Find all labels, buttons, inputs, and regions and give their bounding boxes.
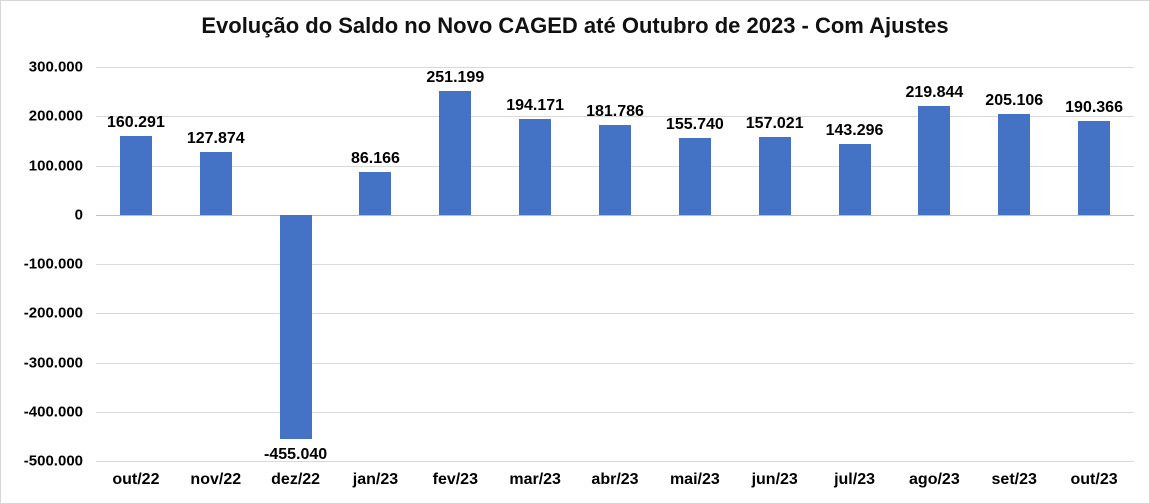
bar-ago/23 [918,106,951,215]
y-tick-label: 300.000 [28,58,83,76]
bar-dez/22 [279,214,312,439]
data-label: 160.291 [107,113,165,131]
bar-mar/23 [519,119,552,215]
y-tick-label: -500.000 [23,452,83,470]
bar-abr/23 [599,125,631,215]
bar-jul/23 [838,144,871,215]
data-label: 251.199 [426,69,485,87]
y-tick-label: 100.000 [28,157,83,174]
zero-axis-line [96,214,1134,216]
chart-title: Evolução do Saldo no Novo CAGED até Outu… [201,13,949,38]
y-tick-label: 0 [74,206,83,224]
data-label: -455.040 [264,445,328,463]
x-tick-label: mar/23 [509,471,561,488]
data-label: 181.786 [586,103,644,121]
bar-mai/23 [678,138,711,215]
data-label: 86.166 [350,150,400,168]
data-label: 155.740 [665,116,724,134]
x-tick-label: fev/23 [432,471,478,488]
x-tick-label: ago/23 [909,471,960,488]
bar-jun/23 [758,137,791,215]
bar-jan/23 [359,172,392,215]
x-tick-label: set/23 [991,471,1037,488]
y-tick-label: -200.000 [23,304,83,322]
gridline [96,362,1134,364]
data-label: 190.366 [1065,99,1123,116]
data-label: 157.021 [745,115,804,133]
gridline [96,313,1134,315]
bar-out/22 [119,135,152,215]
bar-fev/23 [439,91,472,215]
x-tick-label: jun/23 [751,471,798,488]
x-tick-label: jan/23 [352,471,399,488]
x-tick-label: mai/23 [669,471,720,488]
data-label: 219.844 [905,84,964,102]
x-tick-label: abr/23 [591,471,639,488]
x-tick-label: out/22 [112,471,160,488]
gridline [96,116,1134,118]
gridline [96,411,1134,413]
y-tick-label: 200.000 [28,107,83,125]
y-tick-label: -300.000 [23,354,83,371]
gridline [96,264,1134,265]
x-tick-label: dez/22 [271,471,321,488]
plot-area: 160.291 127.874 -455.040 86.166 251.199 194.1… [96,67,1134,463]
bar-set/23 [998,113,1031,215]
x-tick-label: out/23 [1070,471,1118,488]
data-label: 205.106 [985,91,1044,109]
data-label: 127.874 [186,129,245,147]
x-tick-label: nov/22 [190,471,242,488]
data-label: 143.296 [825,122,884,140]
y-tick-label: -400.000 [23,403,83,421]
x-axis: out/22 nov/22 dez/22 jan/23 fev/23 mar/23 abr/… [96,465,1134,495]
data-label: 194.171 [506,97,565,115]
bar-nov/22 [199,151,232,215]
gridline [96,461,1134,462]
gridline [96,67,1134,68]
y-tick-label: -100.000 [23,255,83,273]
y-axis: 300.000 200.000 100.000 0 -100.000 -200.000 -3… [1,59,83,470]
x-tick-label: jul/23 [834,471,875,488]
bar-out/23 [1078,120,1111,215]
